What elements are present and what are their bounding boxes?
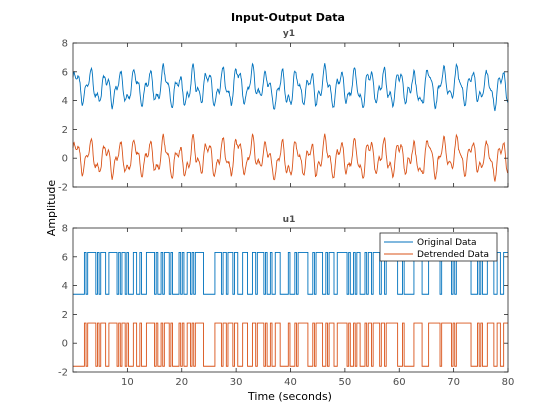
y1-plot-area bbox=[73, 43, 508, 187]
x-tick-label: 20 bbox=[175, 377, 188, 388]
y1-series-group bbox=[72, 62, 509, 182]
legend-label-original: Original Data bbox=[417, 238, 477, 248]
x-tick-label: 60 bbox=[393, 377, 406, 388]
y-tick-label: -2 bbox=[58, 368, 68, 379]
series-line-original bbox=[72, 62, 509, 112]
u1-axes-box bbox=[72, 227, 509, 373]
u1-axes: u1 -2 0 2 4 6 8 10 20 30 40 50 60 70 80 Original Data… bbox=[58, 215, 514, 388]
x-tick-label: 30 bbox=[230, 377, 243, 388]
y-tick-label: 6 bbox=[62, 252, 68, 263]
series-line-detrended bbox=[73, 322, 508, 367]
y-tick-label: 4 bbox=[62, 281, 68, 292]
x-axis-label: Time (seconds) bbox=[247, 390, 332, 403]
y-tick-label: 2 bbox=[62, 125, 68, 136]
y1-axes-title: y1 bbox=[283, 29, 295, 39]
y-tick-label: 4 bbox=[62, 96, 68, 107]
y1-axes: y1 -2 0 2 4 6 8 bbox=[58, 29, 509, 194]
x-tick-label: 10 bbox=[121, 377, 134, 388]
y-tick-label: 6 bbox=[62, 67, 68, 78]
y-tick-label: 0 bbox=[62, 339, 68, 350]
x-tick-label: 50 bbox=[339, 377, 352, 388]
x-tick-label: 80 bbox=[502, 377, 515, 388]
y-tick-label: -2 bbox=[58, 183, 68, 194]
u1-axes-title: u1 bbox=[283, 215, 296, 225]
y-tick-label: 8 bbox=[62, 224, 68, 235]
figure-title: Input-Output Data bbox=[231, 11, 345, 24]
y1-axes-box bbox=[72, 42, 509, 188]
x-tick-label: 70 bbox=[447, 377, 460, 388]
y-tick-label: 0 bbox=[62, 154, 68, 165]
u1-ticks: -2 0 2 4 6 8 10 20 30 40 50 60 70 80 bbox=[58, 224, 514, 389]
y-tick-label: 2 bbox=[62, 310, 68, 321]
legend: Original Data Detrended Data bbox=[379, 232, 498, 262]
y-axis-label: Amplitude bbox=[45, 180, 58, 237]
legend-label-detrended: Detrended Data bbox=[417, 250, 489, 260]
x-tick-label: 40 bbox=[284, 377, 297, 388]
y-tick-label: 8 bbox=[62, 39, 68, 50]
legend-box bbox=[379, 232, 498, 262]
series-line-detrended bbox=[72, 133, 509, 182]
